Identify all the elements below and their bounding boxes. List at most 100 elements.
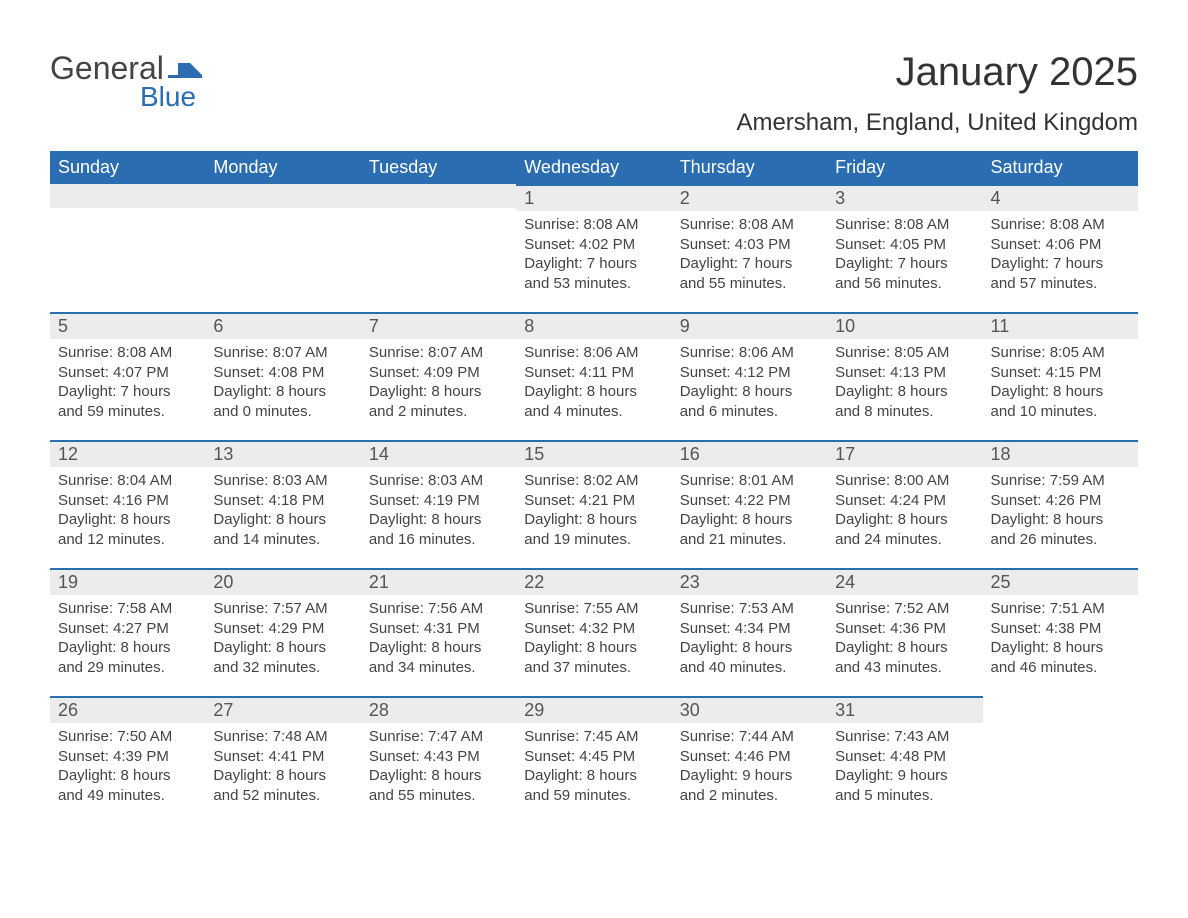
- day-detail-line: Sunrise: 8:07 AM: [369, 343, 508, 363]
- calendar-week-row: 5Sunrise: 8:08 AMSunset: 4:07 PMDaylight…: [50, 312, 1138, 440]
- day-detail-line: Sunrise: 8:08 AM: [835, 215, 974, 235]
- day-detail-line: Daylight: 8 hours: [680, 510, 819, 530]
- calendar-cell: 31Sunrise: 7:43 AMSunset: 4:48 PMDayligh…: [827, 696, 982, 824]
- calendar-cell: [205, 184, 360, 312]
- calendar-cell: 28Sunrise: 7:47 AMSunset: 4:43 PMDayligh…: [361, 696, 516, 824]
- day-detail-line: Sunset: 4:27 PM: [58, 619, 197, 639]
- calendar-body: 1Sunrise: 8:08 AMSunset: 4:02 PMDaylight…: [50, 184, 1138, 824]
- calendar-cell: 2Sunrise: 8:08 AMSunset: 4:03 PMDaylight…: [672, 184, 827, 312]
- day-number: 2: [672, 184, 827, 211]
- month-title: January 2025: [736, 50, 1138, 95]
- day-details: Sunrise: 8:07 AMSunset: 4:09 PMDaylight:…: [361, 339, 516, 421]
- day-detail-line: Daylight: 7 hours: [991, 254, 1130, 274]
- day-details: Sunrise: 7:48 AMSunset: 4:41 PMDaylight:…: [205, 723, 360, 805]
- day-number: 30: [672, 696, 827, 723]
- day-details: Sunrise: 7:51 AMSunset: 4:38 PMDaylight:…: [983, 595, 1138, 677]
- day-number: 12: [50, 440, 205, 467]
- day-detail-line: Daylight: 8 hours: [524, 638, 663, 658]
- day-details: Sunrise: 8:00 AMSunset: 4:24 PMDaylight:…: [827, 467, 982, 549]
- day-detail-line: and 29 minutes.: [58, 658, 197, 678]
- day-detail-line: Sunrise: 7:53 AM: [680, 599, 819, 619]
- day-detail-line: Sunrise: 7:44 AM: [680, 727, 819, 747]
- day-number: 20: [205, 568, 360, 595]
- calendar-cell: 18Sunrise: 7:59 AMSunset: 4:26 PMDayligh…: [983, 440, 1138, 568]
- day-number: 23: [672, 568, 827, 595]
- calendar-cell: 17Sunrise: 8:00 AMSunset: 4:24 PMDayligh…: [827, 440, 982, 568]
- day-details: Sunrise: 7:55 AMSunset: 4:32 PMDaylight:…: [516, 595, 671, 677]
- day-detail-line: Sunset: 4:06 PM: [991, 235, 1130, 255]
- day-detail-line: Sunset: 4:09 PM: [369, 363, 508, 383]
- day-detail-line: Sunrise: 8:05 AM: [991, 343, 1130, 363]
- day-detail-line: Daylight: 8 hours: [58, 510, 197, 530]
- day-detail-line: and 10 minutes.: [991, 402, 1130, 422]
- day-detail-line: Sunrise: 8:06 AM: [680, 343, 819, 363]
- day-detail-line: Sunset: 4:13 PM: [835, 363, 974, 383]
- calendar-cell: 15Sunrise: 8:02 AMSunset: 4:21 PMDayligh…: [516, 440, 671, 568]
- calendar-cell: 29Sunrise: 7:45 AMSunset: 4:45 PMDayligh…: [516, 696, 671, 824]
- day-number: 22: [516, 568, 671, 595]
- day-detail-line: and 52 minutes.: [213, 786, 352, 806]
- day-number: 7: [361, 312, 516, 339]
- day-detail-line: and 0 minutes.: [213, 402, 352, 422]
- day-details: Sunrise: 8:06 AMSunset: 4:12 PMDaylight:…: [672, 339, 827, 421]
- day-number: 25: [983, 568, 1138, 595]
- day-detail-line: and 5 minutes.: [835, 786, 974, 806]
- day-detail-line: Sunrise: 8:08 AM: [524, 215, 663, 235]
- day-details: Sunrise: 7:44 AMSunset: 4:46 PMDaylight:…: [672, 723, 827, 805]
- day-detail-line: Sunrise: 7:59 AM: [991, 471, 1130, 491]
- day-details: Sunrise: 7:45 AMSunset: 4:45 PMDaylight:…: [516, 723, 671, 805]
- day-detail-line: Sunset: 4:07 PM: [58, 363, 197, 383]
- day-detail-line: and 46 minutes.: [991, 658, 1130, 678]
- day-details: Sunrise: 7:50 AMSunset: 4:39 PMDaylight:…: [50, 723, 205, 805]
- day-detail-line: and 56 minutes.: [835, 274, 974, 294]
- day-detail-line: and 16 minutes.: [369, 530, 508, 550]
- day-number: 1: [516, 184, 671, 211]
- day-detail-line: and 34 minutes.: [369, 658, 508, 678]
- day-detail-line: Sunset: 4:29 PM: [213, 619, 352, 639]
- day-detail-line: Sunrise: 7:47 AM: [369, 727, 508, 747]
- calendar-cell: 13Sunrise: 8:03 AMSunset: 4:18 PMDayligh…: [205, 440, 360, 568]
- day-detail-line: and 43 minutes.: [835, 658, 974, 678]
- day-number: 14: [361, 440, 516, 467]
- day-detail-line: Daylight: 8 hours: [680, 382, 819, 402]
- empty-day: [50, 184, 205, 208]
- day-detail-line: Sunset: 4:11 PM: [524, 363, 663, 383]
- day-details: Sunrise: 8:08 AMSunset: 4:06 PMDaylight:…: [983, 211, 1138, 293]
- day-detail-line: Daylight: 8 hours: [524, 766, 663, 786]
- day-detail-line: Daylight: 8 hours: [524, 510, 663, 530]
- day-detail-line: and 24 minutes.: [835, 530, 974, 550]
- calendar-cell: 27Sunrise: 7:48 AMSunset: 4:41 PMDayligh…: [205, 696, 360, 824]
- calendar-cell: 20Sunrise: 7:57 AMSunset: 4:29 PMDayligh…: [205, 568, 360, 696]
- day-detail-line: Sunrise: 8:03 AM: [213, 471, 352, 491]
- day-detail-line: Sunset: 4:12 PM: [680, 363, 819, 383]
- day-detail-line: Sunrise: 7:50 AM: [58, 727, 197, 747]
- day-detail-line: Sunset: 4:26 PM: [991, 491, 1130, 511]
- calendar-cell: 26Sunrise: 7:50 AMSunset: 4:39 PMDayligh…: [50, 696, 205, 824]
- calendar-cell: 19Sunrise: 7:58 AMSunset: 4:27 PMDayligh…: [50, 568, 205, 696]
- day-detail-line: Daylight: 8 hours: [835, 382, 974, 402]
- calendar-cell: 30Sunrise: 7:44 AMSunset: 4:46 PMDayligh…: [672, 696, 827, 824]
- day-number: 5: [50, 312, 205, 339]
- calendar-table: SundayMondayTuesdayWednesdayThursdayFrid…: [50, 151, 1138, 824]
- weekday-header-row: SundayMondayTuesdayWednesdayThursdayFrid…: [50, 151, 1138, 184]
- day-detail-line: Sunset: 4:45 PM: [524, 747, 663, 767]
- day-detail-line: Sunrise: 8:01 AM: [680, 471, 819, 491]
- day-detail-line: Sunrise: 8:06 AM: [524, 343, 663, 363]
- day-detail-line: Sunset: 4:15 PM: [991, 363, 1130, 383]
- day-detail-line: Sunset: 4:32 PM: [524, 619, 663, 639]
- day-detail-line: Sunset: 4:24 PM: [835, 491, 974, 511]
- day-details: Sunrise: 8:08 AMSunset: 4:02 PMDaylight:…: [516, 211, 671, 293]
- calendar-cell: 6Sunrise: 8:07 AMSunset: 4:08 PMDaylight…: [205, 312, 360, 440]
- day-detail-line: and 49 minutes.: [58, 786, 197, 806]
- day-detail-line: Sunset: 4:19 PM: [369, 491, 508, 511]
- day-number: 26: [50, 696, 205, 723]
- day-detail-line: Daylight: 9 hours: [680, 766, 819, 786]
- day-detail-line: and 59 minutes.: [524, 786, 663, 806]
- day-detail-line: Daylight: 8 hours: [369, 638, 508, 658]
- day-detail-line: Daylight: 8 hours: [369, 766, 508, 786]
- day-detail-line: Daylight: 9 hours: [835, 766, 974, 786]
- day-detail-line: and 12 minutes.: [58, 530, 197, 550]
- calendar-cell: 7Sunrise: 8:07 AMSunset: 4:09 PMDaylight…: [361, 312, 516, 440]
- day-number: 8: [516, 312, 671, 339]
- calendar-cell: 16Sunrise: 8:01 AMSunset: 4:22 PMDayligh…: [672, 440, 827, 568]
